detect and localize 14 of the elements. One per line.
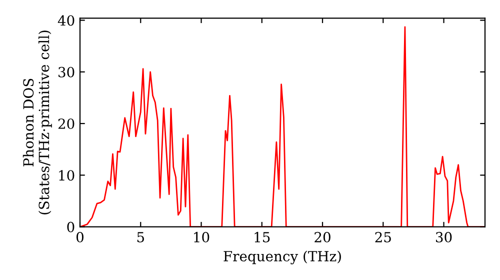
y-tick-label: 40 — [58, 15, 74, 26]
y-tick-label: 0 — [67, 222, 74, 232]
x-tick-label: 25 — [375, 232, 391, 242]
y-axis-title: Phonon DOS (States/THz·primitive cell) — [22, 30, 52, 214]
x-tick-label: 0 — [76, 232, 84, 242]
x-tick-label: 10 — [194, 232, 210, 242]
x-axis-title: Frequency (THz) — [224, 250, 341, 264]
x-tick-label: 5 — [137, 232, 144, 242]
y-tick-label: 20 — [58, 118, 74, 130]
x-tick-label: 15 — [254, 232, 270, 242]
y-tick-label: 30 — [58, 66, 74, 78]
y-tick-label: 10 — [59, 170, 74, 181]
x-tick-label: 30 — [436, 232, 452, 242]
x-tick-label: 20 — [314, 232, 330, 242]
